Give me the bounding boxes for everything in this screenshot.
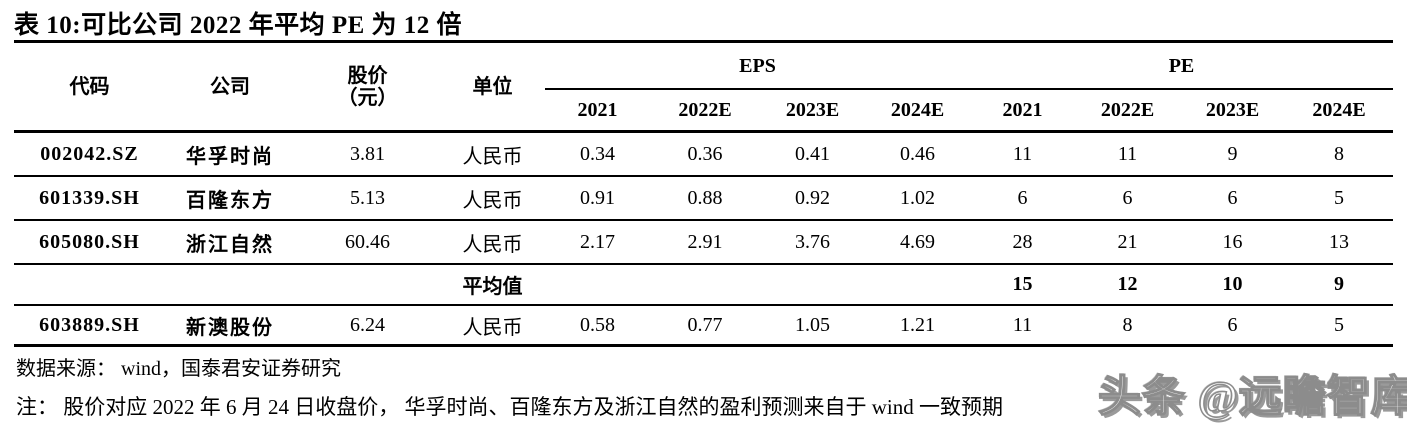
watermark: 头条 @远瞻智库 [1097,373,1407,422]
cell-unit: 人民币 [462,233,523,256]
cell-price: 5.13 [350,186,385,209]
cell-pe-2021: 11 [1012,313,1033,336]
cell-company: 浙江自然 [186,233,274,256]
cell-eps-2024e: 0.46 [900,142,935,165]
header-pe-2021: 2021 [1002,99,1043,121]
cell-pe-2021: 6 [1017,186,1028,209]
cell-unit: 人民币 [462,316,523,339]
avg-pe-2023e: 10 [1222,273,1243,295]
table-header: 代码 公司 股价 （元） 单位 EPS PE 2021 2022E 2023E … [14,43,1393,133]
cell-pe-2024e: 13 [1329,230,1349,253]
cell-pe-2023e: 9 [1227,142,1238,165]
cell-eps-2021: 0.34 [580,142,615,165]
header-price-line2: （元） [337,86,398,109]
cell-pe-2024e: 5 [1334,186,1344,209]
cell-eps-empty [865,265,970,304]
cell-pe-2022e: 21 [1117,230,1138,253]
cell-pe-2023e: 16 [1222,230,1243,253]
cell-company: 新澳股份 [186,316,274,339]
cell-eps-2023e: 1.05 [795,313,830,336]
cell-pe-2021: 28 [1012,230,1033,253]
cell-company: 华孚时尚 [186,145,274,168]
cell-code: 002042.SZ [40,142,139,165]
header-price-line1: 股价 [347,64,388,87]
cell-pe-2023e: 6 [1227,313,1238,336]
avg-pe-2021: 15 [1012,273,1033,295]
cell-eps-empty [760,265,865,304]
cell-pe-2022e: 6 [1122,186,1133,209]
avg-pe-2024e: 9 [1334,273,1344,295]
cell-eps-empty [650,265,760,304]
cell-eps-2024e: 1.02 [900,186,935,209]
cell-code: 605080.SH [39,230,140,253]
cell-code: 601339.SH [39,186,140,209]
header-pe-2022e: 2022E [1100,99,1155,121]
header-company: 公司 [210,75,250,98]
cell-eps-2023e: 0.92 [795,186,830,209]
cell-eps-2022e: 0.77 [687,313,723,336]
table-row: 601339.SH 百隆东方 5.13 人民币 0.91 0.88 0.92 1… [14,177,1393,221]
avg-pe-2022e: 12 [1117,273,1138,295]
cell-eps-2022e: 0.88 [687,186,723,209]
header-code: 代码 [69,75,110,98]
header-pe-2024e: 2024E [1312,99,1366,121]
footnote: 注： 股价对应 2022 年 6 月 24 日收盘价， 华孚时尚、百隆东方及浙江… [16,395,1003,419]
cell-pe-2023e: 6 [1227,186,1238,209]
header-pe-2023e: 2023E [1205,99,1260,121]
cell-pe-2024e: 8 [1334,142,1344,165]
cell-unit: 人民币 [462,145,523,168]
header-eps-group: EPS [545,43,970,90]
header-eps-2023e: 2023E [785,99,840,121]
cell-eps-2022e: 0.36 [687,142,723,165]
header-eps-2021: 2021 [577,99,618,121]
average-label: 平均值 [462,276,523,298]
cell-code: 603889.SH [39,313,140,336]
table-row: 605080.SH 浙江自然 60.46 人民币 2.17 2.91 3.76 … [14,221,1393,265]
header-unit: 单位 [472,75,513,98]
cell-eps-2023e: 0.41 [795,142,830,165]
cell-company-empty [165,265,295,304]
cell-eps-2021: 2.17 [580,230,615,253]
average-row: 平均值 15 12 10 9 [14,265,1393,306]
header-price: 股价 （元） [295,43,440,130]
cell-eps-empty [545,265,650,304]
cell-eps-2024e: 4.69 [900,230,935,253]
cell-eps-2023e: 3.76 [795,230,830,253]
cell-price: 3.81 [350,142,385,165]
cell-eps-2021: 0.91 [580,186,615,209]
cell-pe-2024e: 5 [1334,313,1344,336]
cell-eps-2022e: 2.91 [687,230,723,253]
cell-code-empty [14,265,165,304]
cell-unit: 人民币 [462,189,523,212]
cell-eps-2021: 0.58 [580,313,615,336]
cell-price-empty [295,265,440,304]
cell-price: 60.46 [345,230,390,253]
data-source-note: 数据来源： wind，国泰君安证券研究 [16,358,341,380]
cell-pe-2022e: 11 [1117,142,1138,165]
header-pe-group: PE [970,43,1393,90]
header-eps-2024e: 2024E [890,99,945,121]
comparable-companies-table: 代码 公司 股价 （元） 单位 EPS PE 2021 2022E 2023E … [14,40,1393,347]
cell-pe-2021: 11 [1012,142,1033,165]
cell-price: 6.24 [350,313,385,336]
table-row: 002042.SZ 华孚时尚 3.81 人民币 0.34 0.36 0.41 0… [14,133,1393,177]
table-row: 603889.SH 新澳股份 6.24 人民币 0.58 0.77 1.05 1… [14,306,1393,347]
header-eps-2022e: 2022E [678,99,732,121]
cell-eps-2024e: 1.21 [900,313,935,336]
cell-company: 百隆东方 [186,189,274,212]
cell-pe-2022e: 8 [1122,313,1133,336]
page-title: 表 10:可比公司 2022 年平均 PE 为 12 倍 [14,12,463,39]
